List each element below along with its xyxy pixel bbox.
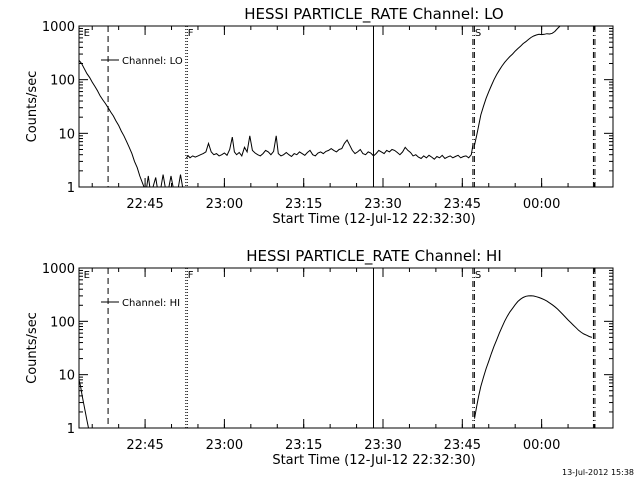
series-line xyxy=(474,25,592,146)
plot-frame xyxy=(78,267,614,429)
x-axis-label: Start Time (12-Jul-12 22:32:30) xyxy=(272,453,475,468)
series-line xyxy=(78,59,145,188)
event-marker-label: S xyxy=(475,28,481,39)
y-tick-label: 1 xyxy=(67,181,75,196)
series-line xyxy=(146,174,185,188)
chart-lo-panel: HESSI PARTICLE_RATE Channel: LO Start Ti… xyxy=(25,5,614,227)
x-tick-label: 23:15 xyxy=(285,197,322,212)
y-tick-label: 1 xyxy=(67,422,75,437)
legend-entry: Channel: LO xyxy=(122,56,183,67)
y-tick-label: 10 xyxy=(58,127,75,142)
y-tick-label: 100 xyxy=(50,315,75,330)
chart-hi-panel: HESSI PARTICLE_RATE Channel: HI Start Ti… xyxy=(25,247,614,468)
x-tick-label: 00:00 xyxy=(523,197,560,212)
chart-title: HESSI PARTICLE_RATE Channel: HI xyxy=(246,247,502,266)
x-tick-label: 23:00 xyxy=(206,197,243,212)
x-tick-label: 23:30 xyxy=(364,197,401,212)
y-axis-label: Counts/sec xyxy=(25,71,40,143)
x-tick-label: 22:45 xyxy=(126,438,163,453)
legend-entry: Channel: HI xyxy=(122,298,180,309)
event-marker-label: E xyxy=(84,270,90,281)
x-tick-label: 22:45 xyxy=(126,197,163,212)
y-tick-label: 1000 xyxy=(42,20,75,35)
y-axis-label: Counts/sec xyxy=(25,312,40,384)
series-line xyxy=(78,379,89,429)
x-tick-label: 23:45 xyxy=(444,197,481,212)
y-tick-label: 10 xyxy=(58,369,75,384)
x-tick-label: 23:00 xyxy=(206,438,243,453)
event-marker-label: S xyxy=(475,270,481,281)
series-line xyxy=(474,295,593,419)
timestamp-stamp: 13-Jul-2012 15:38 xyxy=(561,468,634,477)
x-tick-label: 23:45 xyxy=(444,438,481,453)
x-axis-label: Start Time (12-Jul-12 22:32:30) xyxy=(272,212,475,227)
y-tick-label: 1000 xyxy=(42,262,75,277)
x-tick-label: 23:15 xyxy=(285,438,322,453)
plot-frame xyxy=(78,25,614,188)
event-marker-label: E xyxy=(84,28,90,39)
chart-title: HESSI PARTICLE_RATE Channel: LO xyxy=(244,5,503,24)
y-tick-label: 100 xyxy=(50,74,75,89)
event-marker-label: F xyxy=(188,28,194,39)
event-marker-label: F xyxy=(188,270,194,281)
x-tick-label: 00:00 xyxy=(523,438,560,453)
series-line xyxy=(185,135,474,160)
x-tick-label: 23:30 xyxy=(364,438,401,453)
